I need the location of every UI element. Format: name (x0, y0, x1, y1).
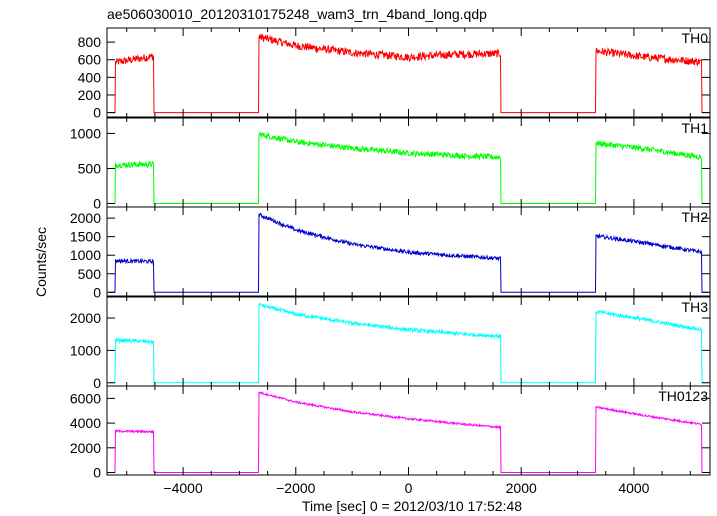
y-tick-label: 0 (93, 465, 101, 481)
y-tick-label: 500 (78, 266, 102, 282)
y-tick-label: 4000 (70, 415, 101, 431)
x-tick-label: 4000 (618, 480, 649, 496)
panel-frame (106, 117, 711, 208)
panel-frame (106, 27, 711, 118)
series-th1-line (109, 131, 708, 204)
y-tick-label: 2000 (70, 440, 101, 456)
panel-th0123: 0 2000 4000 6000 TH0123 (70, 385, 711, 481)
y-tick-label: 1000 (70, 342, 101, 358)
x-tick-label: 0 (405, 480, 413, 496)
panel-label-th0123: TH0123 (658, 388, 708, 404)
panel-label-th2: TH2 (682, 209, 709, 225)
y-tick-label: 0 (93, 105, 101, 121)
panel-label-th3: TH3 (682, 299, 709, 315)
panel-th3: 0 1000 2000 TH3 (70, 296, 711, 391)
panel-frame (106, 385, 711, 476)
y-tick-label: 1500 (70, 229, 101, 245)
series-th2-line (109, 212, 708, 293)
y-tick-label: 400 (78, 69, 102, 85)
y-tick-label: 800 (78, 34, 102, 50)
y-tick-label: 0 (93, 195, 101, 211)
y-tick-label: 500 (78, 160, 102, 176)
y-tick-label: 2000 (70, 310, 101, 326)
series-th0-line (109, 33, 708, 114)
y-axis-label: Counts/sec (33, 227, 49, 297)
y-tick-label: 200 (78, 87, 102, 103)
y-tick-label: 2000 (70, 210, 101, 226)
y-tick-label: 6000 (70, 390, 101, 406)
panel-label-th0: TH0 (682, 30, 709, 46)
y-tick-label: 1000 (70, 247, 101, 263)
y-tick-label: 600 (78, 52, 102, 68)
panel-label-th1: TH1 (682, 120, 709, 136)
panel-th2: 0 500 1000 1500 2000 TH2 (70, 206, 711, 300)
series-th3-line (109, 302, 708, 384)
y-tick-label: 0 (93, 284, 101, 300)
panel-th1: 0 500 1000 TH1 (70, 117, 711, 211)
y-tick-label: 0 (93, 375, 101, 391)
panel-frame (106, 296, 711, 387)
series-th0123-line (109, 391, 708, 474)
x-tick-label: −2000 (276, 480, 316, 496)
y-tick-label: 1000 (70, 125, 101, 141)
x-tick-label: −4000 (163, 480, 203, 496)
chart-title: ae506030010_20120310175248_wam3_trn_4ban… (107, 6, 487, 22)
x-axis-label: Time [sec] 0 = 2012/03/10 17:52:48 (302, 498, 522, 514)
x-tick-label: 2000 (506, 480, 537, 496)
